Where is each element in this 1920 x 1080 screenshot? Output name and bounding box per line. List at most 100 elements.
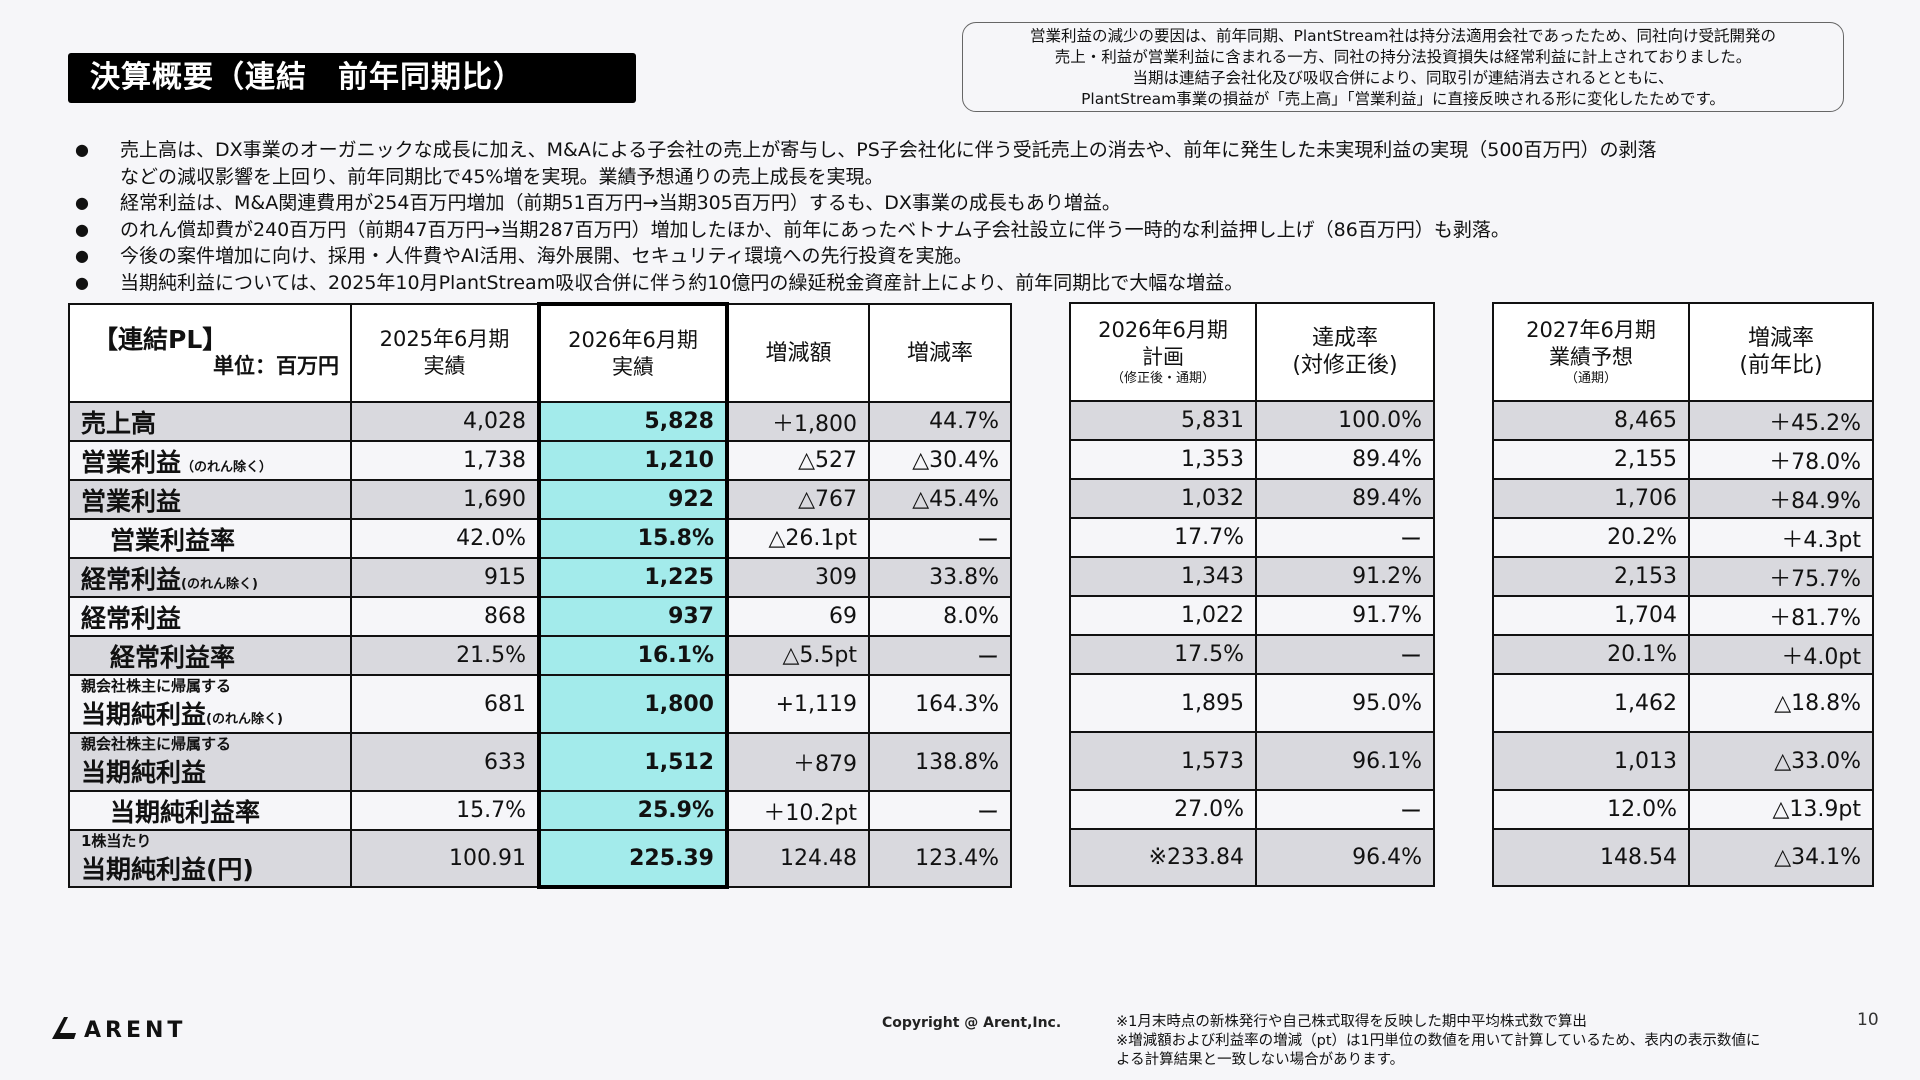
cell-plan: ※233.84 [1069,828,1257,887]
cell-rate: ー [868,635,1012,676]
cell-prev-actual: 42.0% [350,518,540,559]
row-label-suffix: （のれん除く） [181,459,273,475]
cell-curr-actual: 922 [537,479,729,520]
cell-rate: 123.4% [868,829,1012,888]
col-header-diff: 増減額 [726,303,870,403]
cell-rate: 33.8% [868,557,1012,598]
row-label-prefix: 親会社株主に帰属する [81,677,232,695]
cell-achievement: 96.4% [1255,828,1435,887]
cell-achievement: ー [1255,634,1435,675]
cell-diff: △767 [726,479,870,520]
cell-prev-actual: 1,738 [350,440,540,481]
footnote: よる計算結果と一致しない場合があります。 [1116,1052,1405,1068]
cell-plan: 1,895 [1069,673,1257,733]
cell-curr-actual: 225.39 [537,829,729,889]
cell-rate: 138.8% [868,732,1012,792]
cell-forecast: 8,465 [1492,400,1690,441]
cell-prev-actual: 681 [350,674,540,734]
row-label-text: 当期純利益 [81,700,207,729]
col-header-achv: 達成率 (対修正後) [1255,302,1435,402]
bullet-list: ● 売上高は、DX事業のオーガニックな成長に加え、M&Aによる子会社の売上が寄与… [72,137,1892,296]
cell-diff: △527 [726,440,870,481]
cell-diff: △5.5pt [726,635,870,676]
table-title: 【連結PL】 [93,325,228,354]
note-box: 営業利益の減少の要因は、前年同期、PlantStream社は持分法適用会社であっ… [962,22,1844,112]
cell-curr-actual: 1,210 [537,440,729,481]
table-row: 1,462 △18.8% [1492,673,1874,733]
cell-forecast: 148.54 [1492,828,1690,887]
cell-curr-actual: 937 [537,596,729,637]
cell-diff: 69 [726,596,870,637]
table-row: 親会社株主に帰属する 当期純利益 633 1,512 ＋879 138.8% [68,732,1012,792]
cell-forecast: 1,706 [1492,478,1690,519]
row-label-text: 当期純利益 [81,758,207,787]
row-label: 経常利益(のれん除く) [68,557,352,598]
cell-plan: 1,573 [1069,731,1257,791]
bullet-text: 当期純利益については、2025年10月PlantStream吸収合併に伴う約10… [120,271,1244,294]
cell-achievement: 89.4% [1255,478,1435,519]
cell-achievement: ー [1255,789,1435,830]
row-label: 営業利益率 [68,518,352,559]
cell-achievement: 95.0% [1255,673,1435,733]
note-line: PlantStream事業の損益が「売上高」「営業利益」に直接反映される形に変化… [1081,90,1725,108]
row-label-suffix: (のれん除く) [206,712,283,727]
row-label: 経常利益率 [68,635,352,676]
cell-prev-actual: 915 [350,557,540,598]
cell-forecast-change: ＋45.2% [1688,400,1874,441]
row-label-text: 経常利益 [81,564,182,594]
cell-curr-actual: 1,512 [537,732,729,792]
bullet-item: ● 当期純利益については、2025年10月PlantStream吸収合併に伴う約… [72,270,1892,297]
row-label: 経常利益 [68,596,352,637]
table-row: 営業利益（のれん除く） 1,738 1,210 △527 △30.4% [68,440,1012,481]
cell-curr-actual: 1,225 [537,557,729,598]
row-label-text: 営業利益率 [110,525,236,555]
page-title: 決算概要（連結 前年同期比） [68,53,636,103]
cell-forecast-change: ＋4.0pt [1688,634,1874,675]
table-row: 当期純利益率 15.7% 25.9% ＋10.2pt ー [68,790,1012,831]
row-label-suffix: (のれん除く) [181,576,258,592]
footnote: ※増減額および利益率の増減（pt）は1円単位の数値を用いて計算しているため、表内… [1116,1033,1761,1049]
bullet-icon: ● [75,272,89,292]
cell-forecast: 20.1% [1492,634,1690,675]
cell-prev-actual: 633 [350,732,540,792]
bullet-text: などの減収影響を上回り、前年同期比で45%増を実現。業績予想通りの売上成長を実現… [120,165,884,188]
cell-rate: 8.0% [868,596,1012,637]
footnote: ※1月末時点の新株発行や自己株式取得を反映した期中平均株式数で算出 [1116,1014,1587,1030]
row-label: 親会社株主に帰属する 当期純利益 [68,732,352,792]
bullet-text: 経常利益は、M&A関連費用が254百万円増加（前期51百万円→当期305百万円）… [120,192,1121,214]
cell-forecast-change: △33.0% [1688,731,1874,791]
table-row: 1,013 △33.0% [1492,731,1874,791]
table-row: 17.7% ー [1069,517,1435,558]
cell-rate: 44.7% [868,401,1012,442]
cell-diff: ＋1,800 [726,401,870,442]
row-label-text: 営業利益 [81,486,182,516]
table-header-label: 【連結PL】 単位：百万円 [68,303,352,403]
cell-diff: 309 [726,557,870,598]
row-label: 親会社株主に帰属する当期純利益(のれん除く) [68,674,352,734]
table-row: 8,465 ＋45.2% [1492,400,1874,441]
page-number: 10 [1857,1010,1879,1030]
table-row: 148.54 △34.1% [1492,828,1874,887]
cell-forecast: 1,704 [1492,595,1690,636]
table-row: 1,704 ＋81.7% [1492,595,1874,636]
row-label: 営業利益（のれん除く） [68,440,352,481]
cell-plan: 17.5% [1069,634,1257,675]
col-header-rate: 増減率 [868,303,1012,403]
cell-forecast-change: ＋81.7% [1688,595,1874,636]
row-label-text: 当期純利益(円) [81,854,254,884]
cell-forecast: 2,155 [1492,439,1690,480]
cell-curr-actual: 1,800 [537,674,729,734]
bullet-icon: ● [75,193,89,212]
col-header-prev: 2025年6月期 実績 [350,303,540,403]
table-row: 1,343 91.2% [1069,556,1435,597]
row-label: 1株当たり 当期純利益(円) [68,829,352,888]
table-row: 親会社株主に帰属する 当期純利益(のれん除く) 681 1,800 +1,119 164.… [68,674,1012,734]
cell-rate: ー [868,790,1012,831]
row-label-text: 営業利益 [81,447,182,477]
row-label: 当期純利益率 [68,790,352,831]
cell-prev-actual: 100.91 [350,829,540,888]
cell-rate: 164.3% [868,674,1012,734]
table-row: 経常利益率 21.5% 16.1% △5.5pt ー [68,635,1012,676]
cell-prev-actual: 1,690 [350,479,540,520]
table-row: 2,155 ＋78.0% [1492,439,1874,480]
